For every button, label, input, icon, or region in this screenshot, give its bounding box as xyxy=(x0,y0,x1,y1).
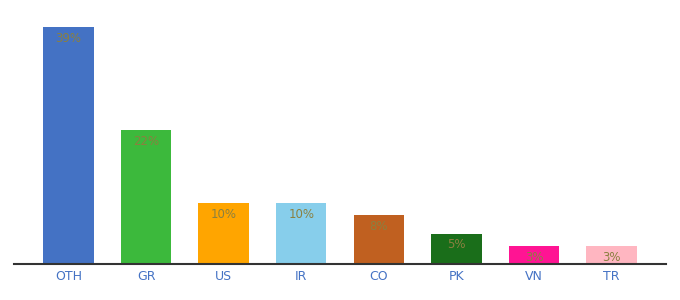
Bar xyxy=(199,203,249,264)
Bar xyxy=(121,130,171,264)
Bar xyxy=(276,203,326,264)
Text: 22%: 22% xyxy=(133,135,159,148)
Text: 3%: 3% xyxy=(602,250,621,264)
Text: 8%: 8% xyxy=(369,220,388,233)
Text: 5%: 5% xyxy=(447,238,466,251)
Text: 39%: 39% xyxy=(56,32,82,45)
Bar xyxy=(44,27,94,264)
Text: 10%: 10% xyxy=(211,208,237,221)
Bar xyxy=(354,215,404,264)
Bar xyxy=(509,246,559,264)
Text: 3%: 3% xyxy=(525,250,543,264)
Text: 10%: 10% xyxy=(288,208,314,221)
Bar xyxy=(431,234,481,264)
Bar xyxy=(586,246,636,264)
